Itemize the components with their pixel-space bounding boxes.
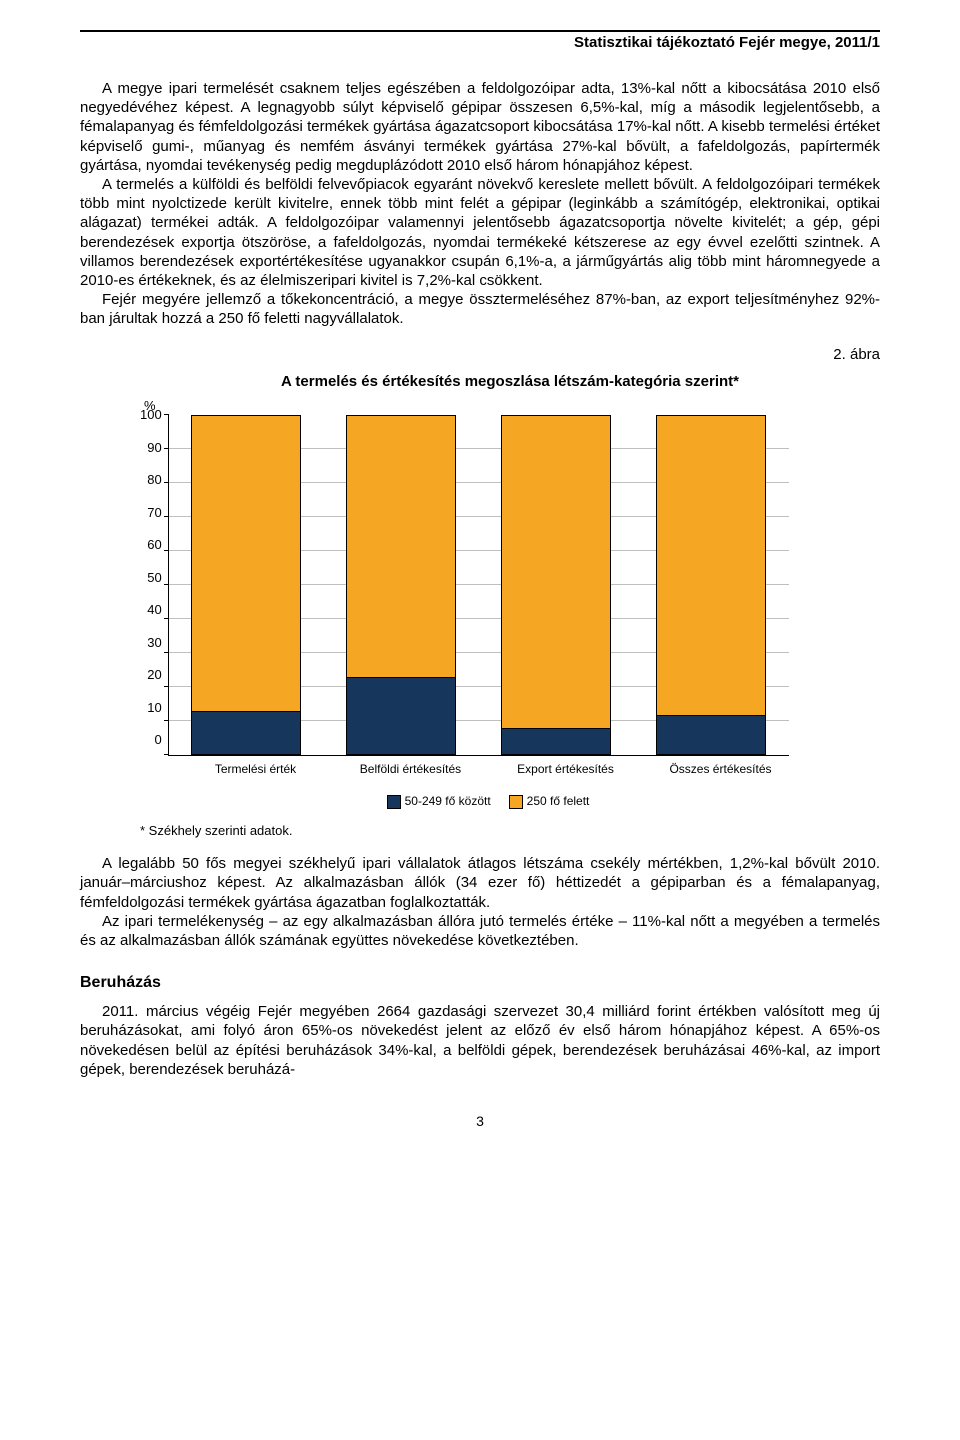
y-tick-label: 50 xyxy=(147,570,161,585)
paragraph-2: A termelés a külföldi és belföldi felvev… xyxy=(80,175,880,290)
bar-segment-upper xyxy=(191,415,301,711)
paragraph-5: Az ipari termelékenység – az egy alkalma… xyxy=(80,912,880,950)
page-container: Statisztikai tájékoztató Fejér megye, 20… xyxy=(40,0,920,1169)
x-label: Összes értékesítés xyxy=(656,762,786,776)
body-paragraph-block-2: A legalább 50 fős megyei székhelyű ipari… xyxy=(80,854,880,950)
y-tick-label: 60 xyxy=(147,537,161,552)
section-heading: Beruházás xyxy=(80,974,880,992)
paragraph-6: 2011. március végéig Fejér megyében 2664… xyxy=(80,1002,880,1079)
y-tick-label: 10 xyxy=(147,700,161,715)
bar-column xyxy=(656,415,766,755)
plot-area xyxy=(168,415,789,756)
y-tick xyxy=(164,448,169,449)
y-tick xyxy=(164,720,169,721)
x-label: Export értékesítés xyxy=(501,762,631,776)
y-tick xyxy=(164,618,169,619)
y-tick-label: 40 xyxy=(147,602,161,617)
bar-segment-upper xyxy=(501,415,611,728)
y-tick-label: 80 xyxy=(147,472,161,487)
x-axis-labels: Termelési érték Belföldi értékesítés Exp… xyxy=(178,762,798,776)
legend-label: 50-249 fő között xyxy=(405,794,491,808)
body-paragraph-block-1: A megye ipari termelését csaknem teljes … xyxy=(80,79,880,328)
paragraph-3: Fejér megyére jellemző a tőkekoncentráci… xyxy=(80,290,880,328)
y-tick xyxy=(164,686,169,687)
y-tick-label: 30 xyxy=(147,635,161,650)
bar-segment-upper xyxy=(346,415,456,677)
y-tick xyxy=(164,754,169,755)
page-number: 3 xyxy=(80,1113,880,1129)
figure-label: 2. ábra xyxy=(80,346,880,363)
y-tick-label: 0 xyxy=(154,732,161,747)
chart-body: 100 90 80 70 60 50 40 30 20 10 0 xyxy=(140,415,880,756)
y-tick-label: 70 xyxy=(147,505,161,520)
y-tick xyxy=(164,652,169,653)
bar-segment-lower xyxy=(346,677,456,755)
y-tick xyxy=(164,516,169,517)
y-tick xyxy=(164,584,169,585)
bar-column xyxy=(346,415,456,755)
y-tick xyxy=(164,550,169,551)
legend-item: 250 fő felett xyxy=(509,794,590,809)
legend-label: 250 fő felett xyxy=(527,794,590,808)
bar-segment-lower xyxy=(191,711,301,755)
header-rule xyxy=(80,30,880,32)
bar-column xyxy=(501,415,611,755)
y-tick-label: 90 xyxy=(147,440,161,455)
x-label: Belföldi értékesítés xyxy=(346,762,476,776)
paragraph-1: A megye ipari termelését csaknem teljes … xyxy=(80,79,880,175)
chart-footnote: * Székhely szerinti adatok. xyxy=(140,823,880,838)
header-title: Statisztikai tájékoztató Fejér megye, 20… xyxy=(80,34,880,51)
bar-segment-lower xyxy=(656,715,766,756)
chart-legend: 50-249 fő között 250 fő felett xyxy=(178,794,798,809)
body-paragraph-block-3: 2011. március végéig Fejér megyében 2664… xyxy=(80,1002,880,1079)
chart-title: A termelés és értékesítés megoszlása lét… xyxy=(140,373,880,390)
bar-column xyxy=(191,415,301,755)
y-tick xyxy=(164,414,169,415)
y-tick-label: 100 xyxy=(140,407,162,422)
bar-segment-lower xyxy=(501,728,611,755)
x-label: Termelési érték xyxy=(191,762,321,776)
legend-swatch-icon xyxy=(509,795,523,809)
chart-container: A termelés és értékesítés megoszlása lét… xyxy=(140,373,880,809)
y-axis: 100 90 80 70 60 50 40 30 20 10 0 xyxy=(140,407,168,747)
y-axis-unit: % xyxy=(144,398,880,413)
legend-swatch-icon xyxy=(387,795,401,809)
bar-segment-upper xyxy=(656,415,766,714)
legend-item: 50-249 fő között xyxy=(387,794,491,809)
y-tick xyxy=(164,482,169,483)
y-tick-label: 20 xyxy=(147,667,161,682)
paragraph-4: A legalább 50 fős megyei székhelyű ipari… xyxy=(80,854,880,912)
